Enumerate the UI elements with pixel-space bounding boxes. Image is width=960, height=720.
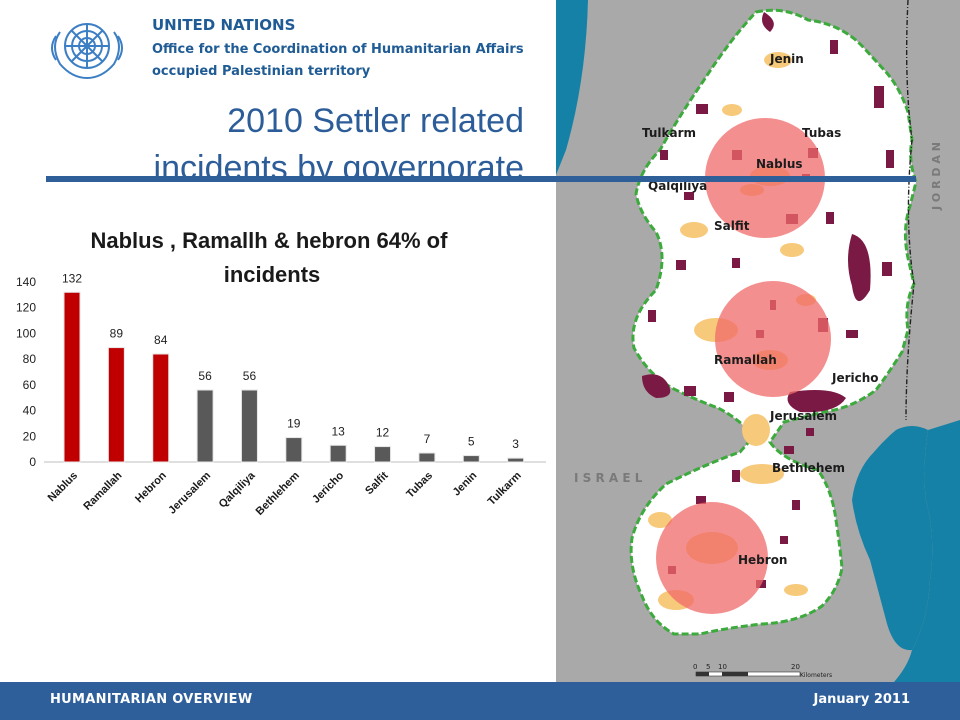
data-label-nablus: 132 bbox=[62, 271, 82, 285]
footer-date: January 2011 bbox=[813, 692, 910, 707]
scale-tick-20: 20 bbox=[791, 663, 800, 671]
data-label-jenin: 5 bbox=[468, 435, 475, 449]
data-label-jerusalem: 56 bbox=[198, 369, 212, 383]
data-label-bethlehem: 19 bbox=[287, 417, 301, 431]
x-tick-label-tulkarm: Tulkarm bbox=[486, 469, 524, 507]
y-tick-label: 100 bbox=[16, 326, 36, 340]
map-label-ramallah: Ramallah bbox=[714, 353, 777, 367]
bar-salfit bbox=[374, 446, 392, 463]
scale-tick-10: 10 bbox=[718, 663, 727, 671]
x-tick-label-hebron: Hebron bbox=[133, 469, 169, 505]
scale-tick-5: 5 bbox=[706, 663, 710, 671]
map-label-jenin: Jenin bbox=[769, 52, 804, 66]
y-tick-label: 20 bbox=[23, 429, 37, 443]
data-label-tubas: 7 bbox=[424, 432, 431, 446]
y-tick-label: 40 bbox=[23, 404, 37, 418]
data-label-hebron: 84 bbox=[154, 333, 168, 347]
x-tick-label-jenin: Jenin bbox=[451, 469, 480, 498]
x-tick-label-jerusalem: Jerusalem bbox=[166, 469, 213, 516]
bar-qalqiliya bbox=[240, 389, 258, 463]
office-name: Office for the Coordination of Humanitar… bbox=[152, 42, 524, 57]
x-tick-label-tubas: Tubas bbox=[404, 470, 435, 501]
x-tick-label-ramallah: Ramallah bbox=[81, 469, 124, 512]
bar-tulkarm bbox=[507, 457, 525, 463]
data-label-ramallah: 89 bbox=[110, 327, 124, 341]
hebron-highlight-circle bbox=[656, 502, 768, 614]
data-label-qalqiliya: 56 bbox=[243, 369, 257, 383]
bar-tubas bbox=[418, 452, 436, 463]
footer-section-label: HUMANITARIAN OVERVIEW bbox=[50, 692, 253, 707]
y-tick-label: 80 bbox=[23, 352, 37, 366]
incidents-bar-chart: Nablus , Ramallh & hebron 64% of inciden… bbox=[16, 228, 546, 518]
chart-title-line-1: Nablus , Ramallh & hebron 64% of bbox=[90, 228, 448, 253]
map-label-salfit: Salfit bbox=[714, 219, 750, 233]
scale-unit: Kilometers bbox=[800, 672, 832, 679]
west-bank-map: J O R D A N I S R A E L Jenin Tubas Tulk… bbox=[556, 0, 960, 682]
map-label-jerusalem: Jerusalem bbox=[769, 409, 837, 423]
chart-title: Nablus , Ramallh & hebron 64% of inciden… bbox=[90, 228, 453, 287]
map-label-nablus: Nablus bbox=[756, 157, 803, 171]
map-label-bethlehem: Bethlehem bbox=[772, 461, 845, 475]
x-tick-label-jericho: Jericho bbox=[310, 469, 346, 505]
footer: HUMANITARIAN OVERVIEW January 2011 bbox=[0, 682, 960, 720]
y-tick-label: 140 bbox=[16, 275, 36, 289]
map-label-hebron: Hebron bbox=[738, 553, 787, 567]
bar-bethlehem bbox=[285, 437, 303, 463]
header: UNITED NATIONS Office for the Coordinati… bbox=[0, 0, 556, 200]
x-tick-label-bethlehem: Bethlehem bbox=[254, 469, 302, 517]
map-international-border bbox=[905, 0, 915, 421]
data-label-tulkarm: 3 bbox=[512, 437, 519, 451]
y-tick-label: 120 bbox=[16, 301, 36, 315]
bar-ramallah bbox=[107, 347, 125, 463]
slide-title: 2010 Settler related incidents by govern… bbox=[153, 102, 524, 178]
map-dead-sea bbox=[852, 426, 933, 651]
chart-title-line-2: incidents bbox=[224, 262, 321, 287]
map-water-east bbox=[894, 420, 960, 682]
map-highlight-circles bbox=[656, 118, 831, 614]
territory-name: occupied Palestinian territory bbox=[152, 64, 371, 79]
map-label-israel: I S R A E L bbox=[574, 471, 643, 485]
x-tick-label-nablus: Nablus bbox=[46, 470, 80, 504]
map-graphic: J O R D A N I S R A E L Jenin Tubas Tulk… bbox=[556, 0, 960, 682]
x-tick-label-salfit: Salfit bbox=[363, 469, 391, 497]
title-divider bbox=[46, 176, 916, 182]
bar-hebron bbox=[152, 353, 170, 463]
scale-tick-0: 0 bbox=[693, 663, 697, 671]
bar-jerusalem bbox=[196, 389, 214, 463]
y-tick-label: 0 bbox=[29, 455, 36, 469]
data-label-jericho: 13 bbox=[332, 424, 346, 438]
map-label-jordan: J O R D A N bbox=[930, 142, 943, 211]
map-label-jericho: Jericho bbox=[831, 371, 879, 385]
un-emblem-icon bbox=[51, 23, 123, 80]
map-label-qalqiliya: Qalqiliya bbox=[648, 179, 707, 193]
org-name: UNITED NATIONS bbox=[152, 16, 296, 34]
bar-jenin bbox=[462, 455, 480, 463]
map-label-tulkarm: Tulkarm bbox=[642, 126, 696, 140]
ramallah-highlight-circle bbox=[715, 281, 831, 397]
map-label-tubas: Tubas bbox=[802, 126, 841, 140]
map-scale-bar: 0 5 10 20 Kilometers bbox=[693, 663, 832, 679]
y-axis: 0 20 40 60 80 100 120 140 bbox=[16, 275, 36, 469]
map-water-west bbox=[556, 0, 588, 175]
y-tick-label: 60 bbox=[23, 378, 37, 392]
bar-nablus bbox=[63, 291, 81, 463]
data-label-salfit: 12 bbox=[376, 426, 390, 440]
x-tick-label-qalqiliya: Qalqiliya bbox=[217, 469, 259, 511]
bars: 132 89 84 56 56 19 13 12 7 5 3 bbox=[62, 271, 525, 463]
bar-jericho bbox=[329, 444, 347, 463]
